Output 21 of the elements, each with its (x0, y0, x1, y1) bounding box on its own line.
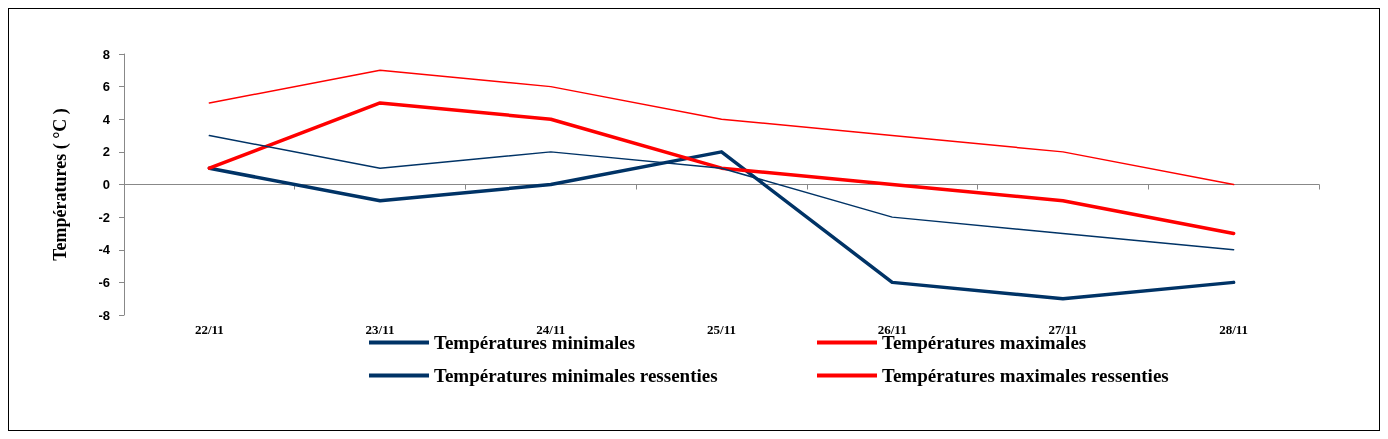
y-axis-title: Températures ( °C ) (50, 108, 71, 261)
x-tick-label: 22/11 (194, 322, 224, 337)
y-tick-label: -2 (98, 209, 110, 225)
line-series (207, 101, 1236, 236)
x-tick-label: 26/11 (877, 322, 907, 337)
y-tick-label: 0 (102, 177, 110, 192)
legend-label: Températures minimales ressenties (434, 365, 718, 386)
x-tick-label: 27/11 (1048, 322, 1078, 337)
y-tick-label: -4 (98, 242, 111, 258)
y-tick-label: 6 (102, 79, 110, 95)
x-tick-label: 28/11 (1219, 322, 1249, 337)
legend-label: Températures maximales ressenties (882, 365, 1169, 386)
y-tick-label: 2 (102, 144, 110, 160)
y-tick-label: 8 (102, 46, 110, 62)
line-series (208, 69, 1235, 186)
x-tick-label: 25/11 (707, 322, 736, 337)
x-tick-label: 23/11 (365, 322, 395, 337)
y-tick-label: -6 (98, 274, 110, 290)
x-tick-label: 24/11 (536, 322, 566, 337)
y-tick-label: -8 (98, 307, 110, 323)
y-tick-label: 4 (102, 111, 111, 127)
